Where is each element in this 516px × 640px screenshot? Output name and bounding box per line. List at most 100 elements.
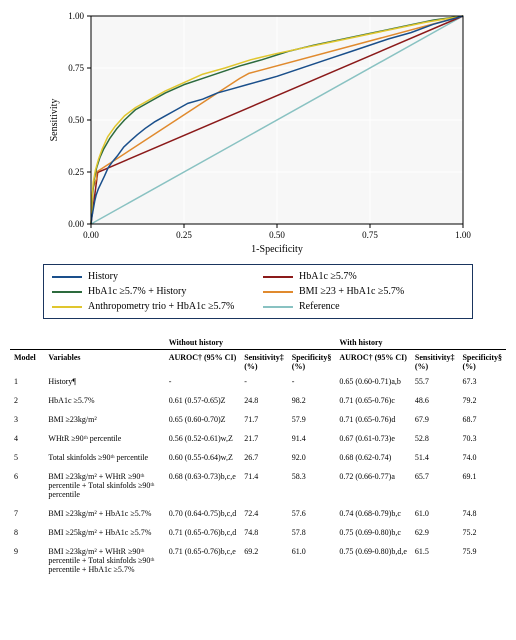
roc-chart: 0.00 0.25 0.50 0.75 1.00 0.00 0.25 0.50 0.75 1.00… [43,8,473,258]
svg-text:0.75: 0.75 [362,230,378,240]
table-row: 7BMI ≥23kg/m² + HbA1c ≥5.7%0.70 (0.64-0.… [10,506,506,521]
variables-cell: BMI ≥23kg/m² + WHtR ≥90ᵗʰ percentile + T… [44,469,164,502]
auroc-wo-cell: 0.71 (0.65-0.76)b,c,e [165,544,241,577]
model-cell: 4 [10,431,44,446]
auroc-wo-cell: 0.56 (0.52-0.61)w,Z [165,431,241,446]
sens-wo-cell: 26.7 [240,450,288,465]
auroc-wo-cell: 0.61 (0.57-0.65)Z [165,393,241,408]
table-row: 2HbA1c ≥5.7%0.61 (0.57-0.65)Z24.898.20.7… [10,393,506,408]
spec-wo-cell: 57.6 [288,506,336,521]
col-spec-wo: Specificity§ (%) [288,350,336,375]
spec-wo-cell: 61.0 [288,544,336,577]
col-spec-w: Specificity§ (%) [458,350,506,375]
spec-w-cell: 70.3 [458,431,506,446]
legend-swatch [52,276,82,278]
model-cell: 6 [10,469,44,502]
auroc-w-cell: 0.71 (0.65-0.76)c [335,393,411,408]
spec-wo-cell: 92.0 [288,450,336,465]
svg-text:0.75: 0.75 [68,63,84,73]
sens-w-cell: 51.4 [411,450,459,465]
chart-legend: History HbA1c ≥5.7% HbA1c ≥5.7% + History B… [43,264,473,319]
legend-item: HbA1c ≥5.7% + History [52,286,253,297]
sens-wo-cell: 71.7 [240,412,288,427]
sens-w-cell: 67.9 [411,412,459,427]
legend-item: Reference [263,301,464,312]
spec-w-cell: 79.2 [458,393,506,408]
legend-swatch [263,306,293,308]
svg-text:0.50: 0.50 [269,230,285,240]
sens-wo-cell: 71.4 [240,469,288,502]
svg-text:0.00: 0.00 [68,219,84,229]
legend-item: History [52,271,253,282]
legend-label: HbA1c ≥5.7% + History [88,286,186,297]
sens-wo-cell: 74.8 [240,525,288,540]
auroc-w-cell: 0.68 (0.62-0.74) [335,450,411,465]
spec-wo-cell: 57.8 [288,525,336,540]
legend-item: HbA1c ≥5.7% [263,271,464,282]
svg-text:1.00: 1.00 [68,11,84,21]
auroc-w-cell: 0.75 (0.69-0.80)b,c [335,525,411,540]
legend-item: Anthropometry trio + HbA1c ≥5.7% [52,301,253,312]
legend-label: BMI ≥23 + HbA1c ≥5.7% [299,286,404,297]
spec-w-cell: 75.9 [458,544,506,577]
col-sens-w: Sensitivity‡ (%) [411,350,459,375]
spec-w-cell: 67.3 [458,374,506,389]
svg-text:1.00: 1.00 [455,230,471,240]
svg-text:0.00: 0.00 [83,230,99,240]
variables-cell: BMI ≥23kg/m² + WHtR ≥90ᵗʰ percentile + T… [44,544,164,577]
variables-cell: HbA1c ≥5.7% [44,393,164,408]
auroc-w-cell: 0.71 (0.65-0.76)d [335,412,411,427]
sens-w-cell: 55.7 [411,374,459,389]
sens-w-cell: 48.6 [411,393,459,408]
model-cell: 5 [10,450,44,465]
spec-w-cell: 74.0 [458,450,506,465]
sens-w-cell: 61.5 [411,544,459,577]
auroc-w-cell: 0.67 (0.61-0.73)e [335,431,411,446]
model-cell: 1 [10,374,44,389]
col-sens-wo: Sensitivity‡ (%) [240,350,288,375]
table-row: 5Total skinfolds ≥90ᵗʰ percentile0.60 (0… [10,450,506,465]
auroc-wo-cell: 0.65 (0.60-0.70)Z [165,412,241,427]
col-variables: Variables [44,350,164,375]
table-row: 8BMI ≥25kg/m² + HbA1c ≥5.7%0.71 (0.65-0.… [10,525,506,540]
svg-text:0.50: 0.50 [68,115,84,125]
auroc-wo-cell: 0.60 (0.55-0.64)w,Z [165,450,241,465]
svg-text:1-Specificity: 1-Specificity [251,244,303,255]
svg-text:Sensitivity: Sensitivity [49,99,60,142]
variables-cell: BMI ≥25kg/m² + HbA1c ≥5.7% [44,525,164,540]
variables-cell: History¶ [44,374,164,389]
spec-w-cell: 74.8 [458,506,506,521]
sens-wo-cell: - [240,374,288,389]
auroc-wo-cell: 0.68 (0.63-0.73)b,c,e [165,469,241,502]
svg-text:0.25: 0.25 [176,230,192,240]
sens-w-cell: 52.8 [411,431,459,446]
variables-cell: Total skinfolds ≥90ᵗʰ percentile [44,450,164,465]
spec-wo-cell: 58.3 [288,469,336,502]
svg-text:0.25: 0.25 [68,167,84,177]
group-header-right: With history [335,335,506,350]
legend-swatch [263,291,293,293]
legend-swatch [263,276,293,278]
legend-label: History [88,271,118,282]
results-table: Without history With history Model Varia… [10,329,506,581]
group-header-left: Without history [165,335,336,350]
table-row: 1History¶---0.65 (0.60-0.71)a,b55.767.3 [10,374,506,389]
legend-swatch [52,306,82,308]
roc-chart-svg: 0.00 0.25 0.50 0.75 1.00 0.00 0.25 0.50 0.75 1.00… [43,8,473,258]
legend-item: BMI ≥23 + HbA1c ≥5.7% [263,286,464,297]
legend-swatch [52,291,82,293]
sens-wo-cell: 72.4 [240,506,288,521]
legend-label: HbA1c ≥5.7% [299,271,357,282]
sens-w-cell: 61.0 [411,506,459,521]
spec-w-cell: 69.1 [458,469,506,502]
sens-w-cell: 65.7 [411,469,459,502]
sens-wo-cell: 69.2 [240,544,288,577]
col-model: Model [10,350,44,375]
table-row: 3BMI ≥23kg/m²0.65 (0.60-0.70)Z71.757.90.… [10,412,506,427]
sens-w-cell: 62.9 [411,525,459,540]
sens-wo-cell: 21.7 [240,431,288,446]
spec-w-cell: 68.7 [458,412,506,427]
variables-cell: BMI ≥23kg/m² [44,412,164,427]
model-cell: 8 [10,525,44,540]
model-cell: 3 [10,412,44,427]
